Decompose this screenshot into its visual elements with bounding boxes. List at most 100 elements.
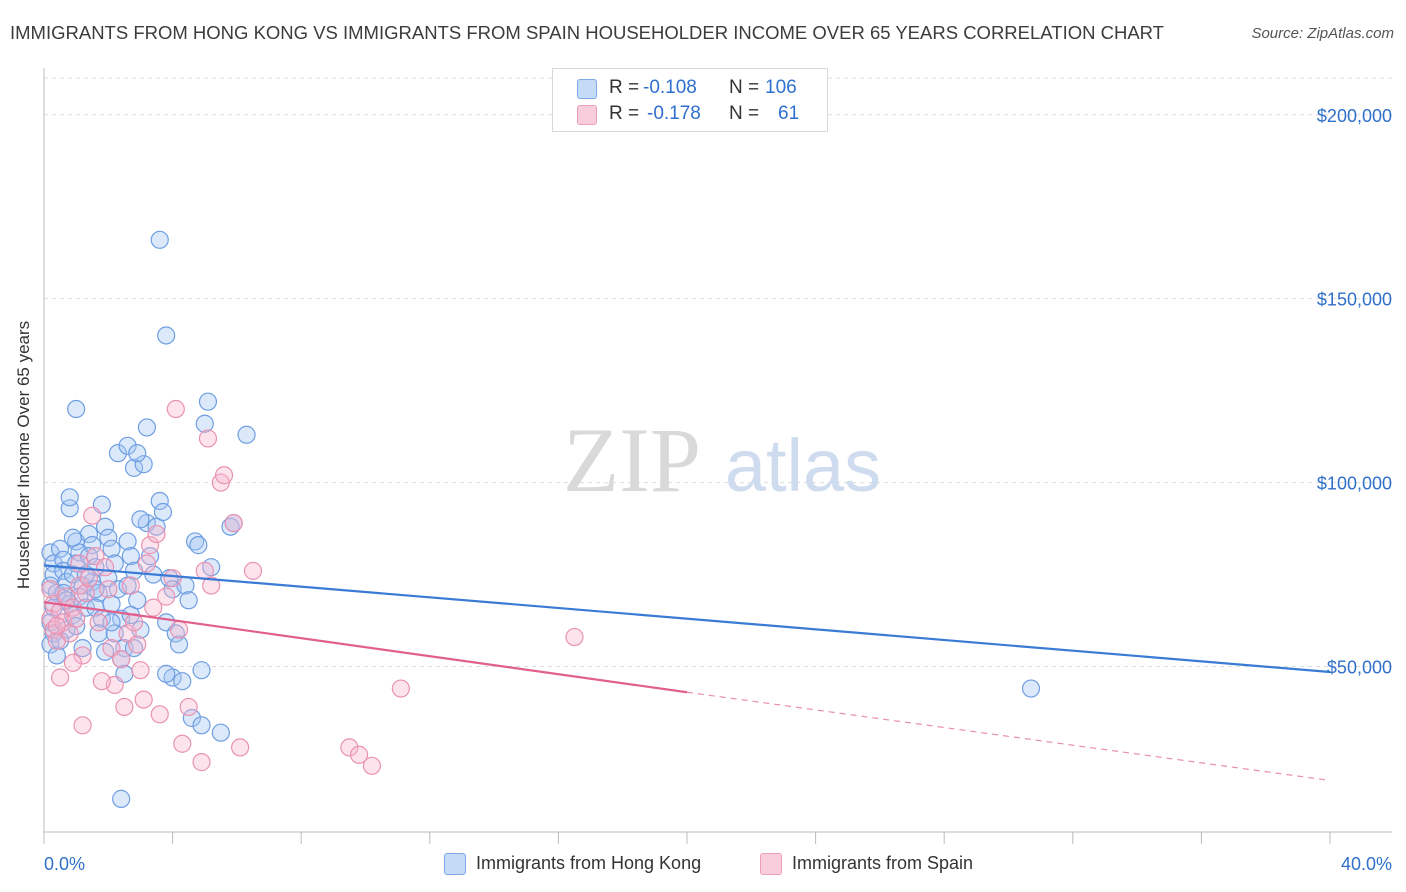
legend-n-value-hongkong: 106: [765, 77, 797, 98]
point-hongkong: [47, 646, 66, 665]
point-hongkong: [195, 414, 214, 433]
trendline-spain-extension: [686, 691, 1331, 782]
point-spain: [231, 738, 250, 757]
point-hongkong: [192, 716, 211, 735]
point-hongkong: [192, 661, 211, 680]
point-spain: [92, 672, 111, 691]
bottom-legend-swatch-spain: [760, 853, 782, 875]
point-spain: [73, 716, 92, 735]
point-spain: [157, 587, 176, 606]
point-spain: [202, 576, 221, 595]
y-axis-title: Householder Income Over 65 years: [14, 320, 33, 590]
point-hongkong: [134, 455, 153, 474]
point-spain: [163, 569, 182, 588]
point-spain: [134, 690, 153, 709]
point-spain: [362, 756, 382, 775]
point-hongkong: [83, 536, 102, 555]
correlation-legend: R = -0.108 N = 106 R = -0.178 N = 61: [552, 68, 828, 132]
point-hongkong: [157, 326, 176, 345]
point-hongkong: [157, 664, 176, 683]
point-hongkong: [118, 532, 137, 551]
point-spain: [214, 466, 234, 485]
axes: [43, 68, 1392, 844]
legend-r-value-spain: -0.178: [647, 103, 701, 124]
point-spain: [150, 705, 169, 724]
point-spain: [349, 745, 369, 764]
point-spain: [121, 576, 140, 595]
x-tick-label-min: 0.0%: [44, 854, 85, 874]
point-spain: [89, 613, 108, 632]
point-hongkong: [124, 458, 144, 477]
point-hongkong: [118, 436, 137, 455]
point-spain: [63, 653, 83, 672]
watermark-atlas: atlas: [725, 424, 881, 507]
point-spain: [47, 616, 66, 636]
point-spain: [179, 697, 198, 717]
point-hongkong: [73, 638, 92, 658]
point-spain: [99, 580, 118, 599]
point-spain: [115, 697, 134, 717]
bottom-legend-label-spain: Immigrants from Spain: [792, 853, 974, 873]
point-spain: [76, 583, 95, 603]
point-spain: [243, 561, 263, 580]
point-hongkong: [63, 528, 83, 547]
point-spain: [128, 635, 147, 654]
point-spain: [192, 753, 211, 772]
x-tick-label-max: 40.0%: [1341, 854, 1392, 874]
legend-r-label: R =: [609, 77, 640, 98]
gridlines: [44, 77, 1392, 667]
point-spain: [166, 399, 185, 419]
point-hongkong: [169, 635, 189, 654]
y-tick-label: $200,000: [1317, 106, 1392, 126]
point-hongkong: [105, 624, 124, 643]
point-hongkong: [211, 723, 230, 742]
legend-r-label: R =: [609, 103, 640, 124]
point-hongkong: [99, 528, 118, 547]
point-hongkong: [173, 672, 192, 691]
scatter-points: [41, 230, 1041, 808]
point-spain: [70, 576, 89, 595]
point-spain: [565, 627, 584, 647]
point-hongkong: [182, 708, 201, 728]
point-spain: [67, 609, 86, 628]
point-spain: [112, 650, 131, 669]
point-spain: [95, 558, 115, 577]
point-hongkong: [179, 591, 198, 610]
point-spain: [224, 513, 243, 533]
point-spain: [41, 580, 60, 599]
point-hongkong: [237, 425, 256, 444]
bottom-legend-label-hongkong: Immigrants from Hong Kong: [476, 853, 702, 873]
point-spain: [50, 668, 70, 687]
point-hongkong: [131, 510, 150, 529]
point-spain: [173, 734, 192, 753]
point-spain: [79, 569, 99, 588]
legend-r-value-hongkong: -0.108: [643, 77, 697, 98]
point-hongkong: [189, 536, 208, 555]
source-label: Source: ZipAtlas.com: [1251, 25, 1394, 42]
trendline-hongkong: [43, 564, 1331, 674]
point-spain: [73, 646, 92, 665]
chart-title: IMMIGRANTS FROM HONG KONG VS IMMIGRANTS …: [10, 22, 1164, 43]
trend-lines: [43, 564, 1331, 782]
legend-n-label: N =: [729, 77, 760, 98]
bottom-legend-swatch-hongkong: [444, 853, 466, 875]
tick-labels: $50,000 $100,000 $150,000 $200,000 0.0% 40.0%: [44, 106, 1392, 874]
y-tick-label: $100,000: [1317, 474, 1392, 494]
point-hongkong: [128, 444, 147, 463]
point-hongkong: [60, 488, 79, 507]
point-spain: [340, 738, 359, 757]
watermark-zip: ZIP: [563, 409, 701, 511]
point-hongkong: [79, 547, 99, 566]
legend-n-value-spain: 61: [778, 103, 800, 124]
y-tick-label: $150,000: [1317, 290, 1392, 310]
point-hongkong: [50, 539, 70, 558]
point-spain: [169, 620, 189, 639]
point-hongkong: [102, 613, 121, 632]
point-hongkong: [137, 418, 156, 437]
point-hongkong: [102, 539, 121, 558]
point-hongkong: [198, 392, 218, 411]
point-spain: [198, 429, 218, 448]
point-spain: [83, 506, 102, 525]
point-hongkong: [150, 491, 169, 511]
